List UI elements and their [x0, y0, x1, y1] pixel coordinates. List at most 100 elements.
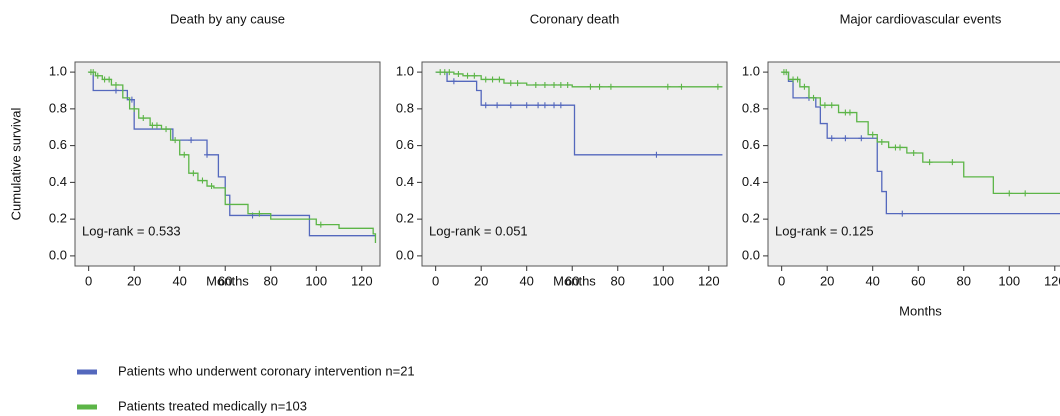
x-tick-label: 80 — [957, 273, 971, 288]
censor-mark — [869, 131, 876, 138]
chart-title: Major cardiovascular events — [840, 11, 1002, 26]
censor-mark — [551, 81, 558, 88]
censor-mark — [846, 109, 853, 116]
annotation: Log-rank = 0.051 — [429, 223, 528, 238]
censor-mark — [446, 69, 453, 76]
censor-mark — [926, 159, 933, 166]
censor-mark — [494, 102, 501, 109]
censor-mark — [140, 115, 147, 122]
censor-mark — [1022, 190, 1029, 197]
y-tick-label: 0.6 — [396, 137, 414, 152]
censor-mark — [858, 135, 865, 142]
censor-mark — [678, 83, 685, 90]
x-tick-label: 20 — [820, 273, 834, 288]
x-tick-label: 20 — [127, 273, 141, 288]
censor-mark — [607, 83, 614, 90]
x-tick-label: 40 — [172, 273, 186, 288]
censor-mark — [714, 83, 721, 90]
x-tick-label: 120 — [351, 273, 373, 288]
legend-label: Patients treated medically n=103 — [118, 398, 307, 413]
y-tick-label: 0.0 — [742, 247, 760, 262]
chart-title: Coronary death — [530, 11, 620, 26]
censor-mark — [208, 183, 215, 190]
x-tick-label: 0 — [778, 273, 785, 288]
y-tick-label: 0.2 — [396, 211, 414, 226]
censor-mark — [482, 76, 489, 83]
censor-mark — [106, 76, 113, 83]
censor-mark — [821, 102, 828, 109]
censor-mark — [535, 102, 542, 109]
plot-area — [767, 61, 1060, 267]
y-tick-label: 0.4 — [742, 174, 760, 189]
censor-mark — [794, 76, 801, 83]
survival-curve — [88, 71, 376, 237]
y-axis-label: Cumulative survival — [8, 108, 23, 221]
survival-curve — [435, 71, 723, 156]
censor-mark — [828, 135, 835, 142]
censor-mark — [507, 80, 514, 87]
censor-mark — [541, 102, 548, 109]
legend-swatch — [77, 404, 97, 410]
censor-mark — [190, 170, 197, 177]
censor-mark — [541, 81, 548, 88]
legend-label: Patients who underwent coronary interven… — [118, 363, 415, 378]
censor-mark — [199, 177, 206, 184]
x-tick-label: 120 — [1044, 273, 1060, 288]
y-tick-label: 0.6 — [49, 137, 67, 152]
x-tick-label: 60 — [218, 273, 232, 288]
censor-mark — [112, 87, 119, 94]
annotation: Log-rank = 0.533 — [82, 223, 181, 238]
x-tick-label: 120 — [698, 273, 720, 288]
x-tick-label: 100 — [305, 273, 327, 288]
censor-mark — [878, 138, 885, 145]
y-tick-label: 1.0 — [742, 64, 760, 79]
survival-curve — [781, 71, 1060, 215]
censor-mark — [181, 151, 188, 158]
x-tick-label: 60 — [911, 273, 925, 288]
x-axis-label: Months — [553, 273, 596, 288]
censor-mark — [112, 81, 119, 88]
censor-mark — [557, 102, 564, 109]
censor-mark — [949, 159, 956, 166]
censor-mark — [204, 151, 211, 158]
censor-mark — [172, 137, 179, 144]
y-tick-label: 0.8 — [742, 100, 760, 115]
censor-mark — [596, 83, 603, 90]
censor-mark — [256, 210, 263, 217]
y-tick-label: 0.8 — [49, 100, 67, 115]
censor-mark — [90, 69, 97, 76]
x-tick-label: 100 — [998, 273, 1020, 288]
censor-mark — [587, 83, 594, 90]
censor-mark — [653, 151, 660, 158]
y-tick-label: 0.2 — [49, 211, 67, 226]
x-tick-label: 40 — [865, 273, 879, 288]
x-tick-label: 40 — [519, 273, 533, 288]
censor-mark — [810, 94, 817, 101]
y-tick-label: 0.4 — [49, 174, 67, 189]
censor-mark — [94, 72, 101, 79]
y-tick-label: 0.8 — [396, 100, 414, 115]
censor-mark — [471, 72, 478, 79]
x-tick-label: 0 — [432, 273, 439, 288]
plot-area — [74, 61, 381, 267]
censor-mark — [514, 80, 521, 87]
x-tick-label: 0 — [85, 273, 92, 288]
censor-mark — [496, 76, 503, 83]
censor-mark — [163, 126, 170, 133]
censor-mark — [455, 70, 462, 77]
censor-mark — [564, 81, 571, 88]
censor-mark — [828, 102, 835, 109]
censor-mark — [450, 78, 457, 85]
y-tick-label: 0.6 — [742, 137, 760, 152]
plot-area — [421, 61, 728, 267]
x-tick-label: 80 — [611, 273, 625, 288]
x-axis-label: Months — [899, 303, 942, 318]
y-tick-label: 0.2 — [742, 211, 760, 226]
y-tick-label: 0.4 — [396, 174, 414, 189]
x-tick-label: 80 — [264, 273, 278, 288]
y-tick-label: 0.0 — [49, 247, 67, 262]
x-tick-label: 20 — [474, 273, 488, 288]
censor-mark — [153, 122, 160, 129]
censor-mark — [489, 76, 496, 83]
